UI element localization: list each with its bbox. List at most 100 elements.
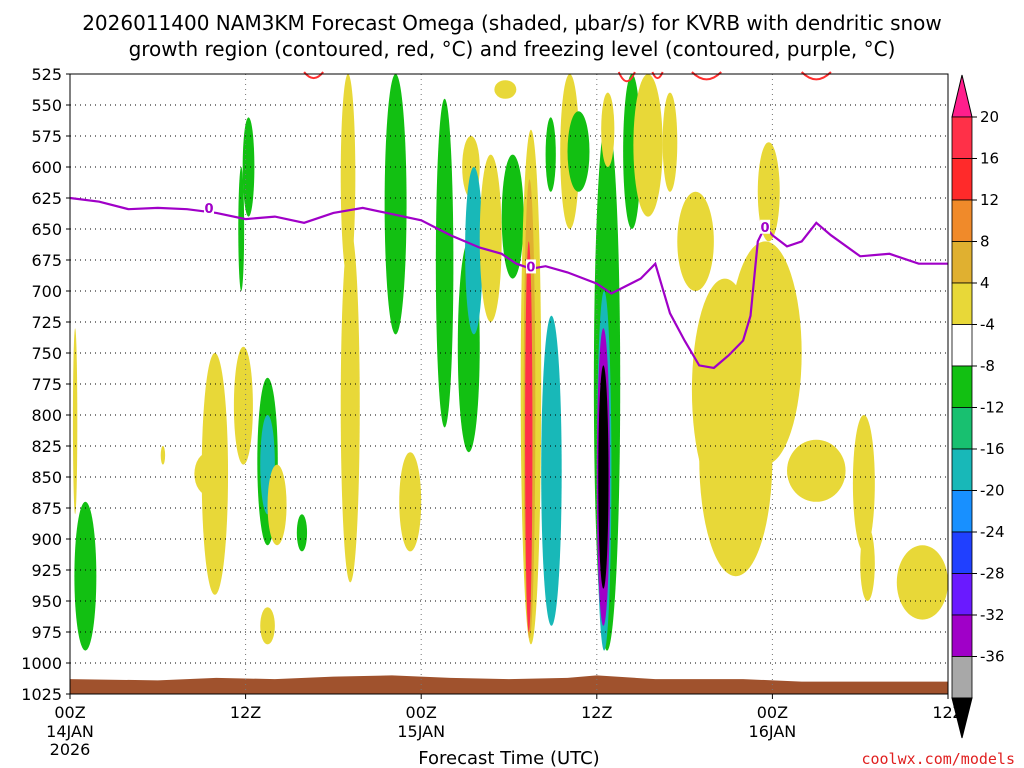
y-tick-label: 675 (31, 251, 62, 270)
omega-cell (238, 167, 245, 291)
y-tick-label: 950 (31, 592, 62, 611)
y-tick-label: 525 (31, 65, 62, 84)
colorbar-swatch (951, 531, 973, 574)
y-tick-label: 625 (31, 189, 62, 208)
y-tick-label: 750 (31, 344, 62, 363)
omega-cell (384, 74, 407, 335)
y-tick-label: 600 (31, 158, 62, 177)
x-tick-year: 2026 (50, 740, 91, 759)
credit-text: coolwx.com/models (861, 750, 1015, 768)
freezing-level-label-bg (525, 259, 536, 274)
colorbar-swatch (951, 656, 973, 699)
y-tick-label: 925 (31, 561, 62, 580)
x-axis-label: Forecast Time (UTC) (418, 748, 599, 768)
omega-cell (677, 191, 714, 291)
colorbar-label: -28 (980, 565, 1005, 583)
x-tick-label: 00Z (54, 703, 85, 722)
freezing-level-label: 0 (761, 221, 770, 236)
y-tick-label: 975 (31, 623, 62, 642)
terrain-fill (70, 675, 948, 694)
colorbar-swatch (951, 158, 973, 201)
colorbar-label: 20 (980, 108, 999, 126)
colorbar-label: -16 (980, 440, 1005, 458)
omega-cell (340, 74, 356, 279)
omega-cell (399, 452, 422, 552)
colorbar-label: -8 (980, 357, 995, 375)
y-tick-label: 800 (31, 406, 62, 425)
colorbar-swatch (951, 448, 973, 491)
colorbar-swatch (951, 365, 973, 408)
colorbar-swatch (951, 614, 973, 657)
colorbar-label: -4 (980, 316, 995, 334)
y-tick-label: 875 (31, 499, 62, 518)
freezing-level: 0 0 0 (69, 196, 948, 370)
terrain (70, 675, 948, 694)
x-tick-label: 12Z (581, 703, 612, 722)
freezing-level-label: 0 (526, 260, 535, 275)
colorbar-label: 16 (980, 150, 999, 168)
omega-cell (601, 92, 615, 167)
omega-cell (233, 346, 253, 465)
omega-cell (662, 92, 678, 192)
y-tick-label: 775 (31, 375, 62, 394)
colorbar-label: -20 (980, 482, 1005, 500)
x-tick-label: 00Z (757, 703, 788, 722)
x-tick-date: 15JAN (397, 722, 445, 741)
omega-cell (757, 142, 780, 242)
y-tick-label: 1025 (21, 685, 62, 704)
colorbar-label: 8 (980, 233, 990, 251)
colorbar-swatch (951, 116, 973, 159)
freezing-level-line (69, 196, 948, 370)
colorbar-top-arrow (951, 74, 973, 118)
plot-area: 0 0 0 (69, 71, 949, 695)
y-tick-label: 650 (31, 220, 62, 239)
colorbar-label: -24 (980, 523, 1005, 541)
y-tick-label: 1000 (21, 654, 62, 673)
y-tick-label: 850 (31, 468, 62, 487)
omega-cell (296, 514, 308, 552)
x-tick-date: 14JAN (46, 722, 94, 741)
omega-cell (545, 117, 556, 192)
colorbar-swatch (951, 199, 973, 242)
colorbar-label: -32 (980, 606, 1005, 624)
omega-cell (852, 415, 875, 552)
omega-cell (541, 315, 562, 626)
colorbar-label: -12 (980, 399, 1005, 417)
colorbar-swatch (951, 490, 973, 533)
omega-cell (267, 464, 287, 546)
chart-title-line1: 2026011400 NAM3KM Forecast Omega (shaded… (82, 11, 942, 35)
omega-cell (340, 229, 360, 583)
omega-cell (860, 526, 875, 601)
chart-title-line2: growth region (contoured, red, °C) and f… (129, 37, 896, 61)
omega-cell (598, 365, 609, 589)
omega-cell (633, 74, 663, 217)
omega-cell (896, 545, 948, 620)
colorbar-swatch (951, 573, 973, 616)
freezing-level-label-bg (760, 219, 771, 234)
colorbar-label: 4 (980, 274, 990, 292)
omega-cell (525, 241, 533, 632)
omega-cell (567, 111, 590, 192)
omega-cell (465, 167, 483, 335)
dgz-contour (617, 71, 636, 83)
colorbar-label: -36 (980, 648, 1005, 666)
colorbar-bottom-arrow (951, 697, 973, 739)
y-tick-label: 700 (31, 282, 62, 301)
y-tick-label: 725 (31, 313, 62, 332)
omega-cell (160, 446, 166, 465)
omega-shading (72, 74, 948, 651)
x-tick-label: 00Z (406, 703, 437, 722)
colorbar-swatch (951, 407, 973, 450)
y-tick-label: 575 (31, 127, 62, 146)
colorbar: 20 16 12 8 4 -4 -8 -12 -16 -20 -24 -28 -32 -36 (951, 74, 1005, 739)
omega-cell (494, 80, 517, 99)
omega-cell (501, 154, 524, 279)
y-tick-label: 900 (31, 530, 62, 549)
grid (70, 74, 948, 694)
colorbar-swatch (951, 324, 973, 367)
omega-cell (435, 98, 454, 428)
omega-cell (74, 501, 97, 651)
omega-cell (201, 353, 229, 595)
colorbar-swatch (951, 241, 973, 284)
